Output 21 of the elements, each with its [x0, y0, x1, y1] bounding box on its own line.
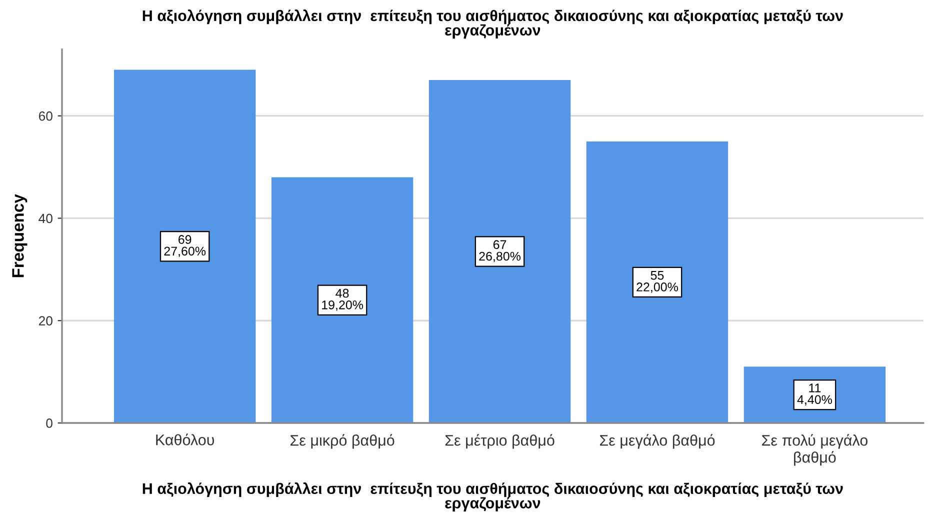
x-axis-title: Η αξιολόγηση συμβάλλει στην επίτευξη του αισθήματος δικαιοσύνης και αξιοκρατίας μεταξύ των εργαζομένων	[142, 482, 843, 512]
data-label: 67 26,80%	[479, 240, 521, 262]
bar	[428, 80, 571, 423]
data-label: 69 27,60%	[164, 235, 206, 258]
y-tick-label: 20	[38, 316, 52, 326]
data-label: 48 19,20%	[322, 288, 364, 311]
x-tick-label: Σε πολύ μεγάλο βαθμό	[762, 434, 868, 466]
data-label: 55 22,00%	[636, 271, 678, 293]
y-tick-label: 40	[38, 214, 52, 224]
bar	[271, 177, 414, 423]
x-tick-label: Καθόλου	[156, 434, 214, 446]
x-tick-label: Σε μικρό βαθμό	[290, 434, 394, 449]
x-tick-label: Σε μέτριο βαθμό	[445, 434, 554, 449]
data-label: 11 4,40%	[797, 384, 832, 406]
y-axis-title: Frequency	[12, 194, 28, 278]
x-tick-label: Σε μεγάλο βαθμό	[600, 434, 715, 449]
bar	[114, 70, 256, 423]
y-tick-label: 60	[38, 111, 52, 121]
chart-title: Η αξιολόγηση συμβάλλει στην επίτευξη του αισθήματος δικαιοσύνης και αξιοκρατίας μεταξύ των εργαζομένων	[142, 10, 843, 39]
bar	[586, 141, 728, 423]
y-tick-label: 0	[46, 418, 52, 428]
